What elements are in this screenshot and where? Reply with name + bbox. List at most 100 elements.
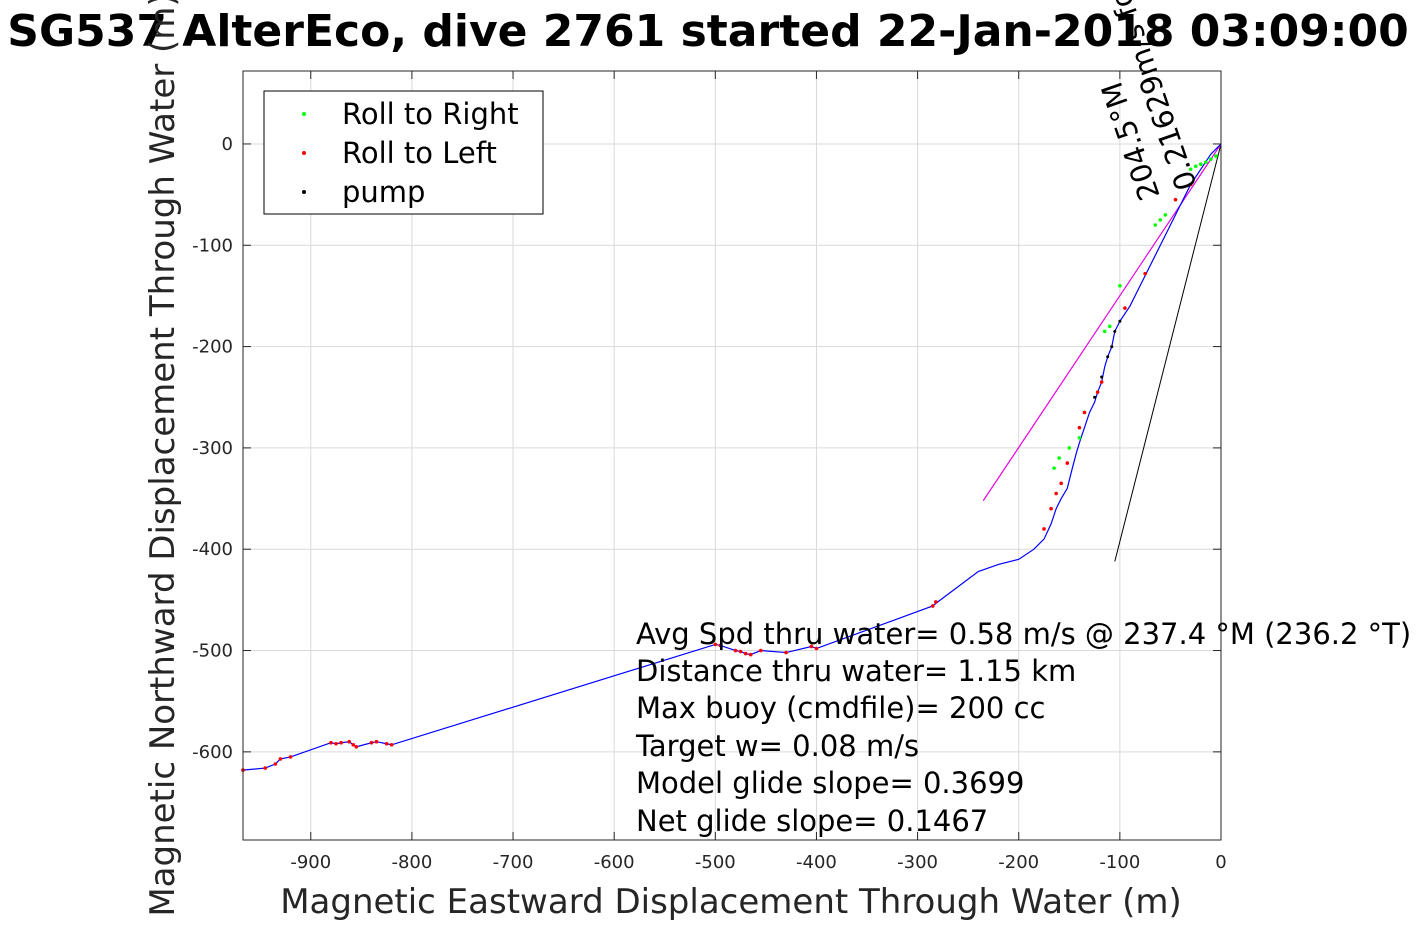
roll-left-point bbox=[334, 741, 338, 746]
y-tick-label: -100 bbox=[192, 235, 233, 256]
roll-left-point bbox=[278, 757, 283, 761]
roll-left-point bbox=[1173, 197, 1178, 202]
roll-left-point bbox=[814, 646, 819, 651]
roll-right-point bbox=[1107, 324, 1112, 329]
x-tick-label: -500 bbox=[695, 852, 736, 873]
annotation-target-w: Target w= 0.08 m/s bbox=[635, 729, 919, 763]
roll-left-point bbox=[809, 644, 814, 649]
legend-label-pump: pump bbox=[342, 175, 425, 209]
roll-left-point bbox=[713, 642, 718, 647]
y-tick-label: -300 bbox=[192, 438, 233, 459]
roll-right-point bbox=[1163, 213, 1168, 217]
roll-left-point bbox=[930, 604, 935, 608]
x-tick-label: -400 bbox=[796, 852, 837, 873]
roll-left-point bbox=[273, 762, 278, 766]
roll-right-point bbox=[1118, 283, 1122, 288]
x-tick-label: -800 bbox=[391, 852, 432, 873]
chart-title: SG537 AlterEco, dive 2761 started 22-Jan… bbox=[7, 6, 1408, 57]
roll-right-point bbox=[1158, 218, 1163, 222]
legend-label-roll-left: Roll to Left bbox=[342, 136, 497, 170]
roll-left-point bbox=[1049, 506, 1053, 511]
annotation-net-glide: Net glide slope= 0.1467 bbox=[636, 804, 988, 838]
roll-right-point bbox=[1209, 157, 1213, 161]
roll-left-point bbox=[1143, 271, 1147, 276]
plot-area bbox=[241, 143, 1222, 772]
legend-marker-pump bbox=[302, 190, 306, 194]
legend: Roll to Right Roll to Left pump bbox=[263, 90, 544, 215]
roll-left-point bbox=[743, 651, 748, 656]
roll-left-point bbox=[263, 766, 268, 770]
roll-left-point bbox=[748, 652, 753, 657]
axis-ticks: -900 -800 -700 -600 -500 -400 -300 -200 -100 0 0 -1… bbox=[192, 71, 1227, 873]
roll-left-point bbox=[718, 643, 723, 648]
x-tick-label: -300 bbox=[897, 852, 938, 873]
roll-left-point bbox=[1065, 461, 1070, 465]
x-tick-label: 0 bbox=[1215, 852, 1226, 873]
roll-left-point bbox=[369, 740, 374, 745]
roll-left-point bbox=[759, 648, 763, 653]
y-tick-label: -600 bbox=[192, 742, 233, 763]
roll-right-point bbox=[1204, 160, 1208, 164]
stats-annotations: Avg Spd thru water= 0.58 m/s @ 237.4 °M … bbox=[635, 617, 1411, 838]
roll-left-point bbox=[1188, 182, 1193, 187]
current-cone-line bbox=[1114, 143, 1222, 562]
y-tick-label: -200 bbox=[192, 337, 233, 358]
roll-right-point bbox=[1052, 466, 1056, 470]
x-tick-label: -200 bbox=[998, 852, 1039, 873]
roll-left-point bbox=[288, 755, 293, 759]
annotation-model-glide: Model glide slope= 0.3699 bbox=[636, 766, 1024, 800]
legend-marker-roll-right bbox=[302, 112, 306, 116]
pump-point bbox=[1100, 375, 1104, 379]
annotation-max-buoy: Max buoy (cmdfile)= 200 cc bbox=[636, 691, 1045, 725]
pump-point bbox=[1113, 329, 1117, 333]
roll-right-point bbox=[1198, 162, 1203, 167]
roll-left-point bbox=[1099, 380, 1104, 384]
roll-right-point bbox=[1067, 446, 1072, 450]
pump-point bbox=[1110, 345, 1114, 349]
roll-left-point bbox=[1123, 306, 1127, 310]
roll-left-point bbox=[351, 742, 356, 747]
roll-right-point bbox=[1188, 167, 1193, 172]
roll-left-point bbox=[1077, 425, 1082, 430]
roll-right-point bbox=[1102, 329, 1107, 334]
roll-right-point bbox=[1193, 164, 1198, 169]
y-axis-label: Magnetic Northward Displacement Through … bbox=[143, 0, 183, 917]
annotation-avg-speed: Avg Spd thru water= 0.58 m/s @ 237.4 °M … bbox=[636, 617, 1411, 651]
x-tick-label: -700 bbox=[493, 852, 534, 873]
roll-left-point bbox=[347, 739, 351, 744]
y-tick-label: -400 bbox=[192, 539, 233, 560]
pump-point bbox=[1118, 319, 1122, 323]
x-tick-label: -100 bbox=[1099, 852, 1140, 873]
pump-point bbox=[1093, 395, 1097, 399]
legend-box bbox=[263, 90, 544, 215]
y-tick-label: -500 bbox=[192, 641, 233, 662]
roll-left-point bbox=[1082, 410, 1087, 415]
roll-left-point bbox=[1042, 527, 1046, 531]
x-axis-label: Magnetic Eastward Displacement Through W… bbox=[280, 882, 1182, 922]
roll-left-point bbox=[733, 648, 738, 653]
roll-left-point bbox=[384, 741, 389, 746]
roll-left-point bbox=[784, 650, 788, 655]
roll-right-point bbox=[1057, 456, 1061, 460]
legend-marker-roll-left bbox=[302, 151, 306, 155]
roll-right-point bbox=[1077, 435, 1082, 440]
roll-left-point bbox=[329, 740, 333, 745]
y-tick-label: 0 bbox=[222, 134, 233, 155]
x-tick-label: -900 bbox=[290, 852, 331, 873]
annotation-distance: Distance thru water= 1.15 km bbox=[636, 654, 1076, 688]
pump-point bbox=[1106, 355, 1110, 359]
roll-left-point bbox=[389, 742, 394, 747]
roll-left-point bbox=[1054, 491, 1058, 496]
legend-label-roll-right: Roll to Right bbox=[342, 97, 519, 131]
roll-left-point bbox=[339, 740, 343, 745]
roll-right-point bbox=[1153, 223, 1158, 227]
roll-right-point bbox=[1214, 154, 1218, 158]
roll-left-point bbox=[1059, 481, 1064, 486]
roll-left-point bbox=[738, 649, 743, 654]
roll-left-point bbox=[374, 739, 379, 744]
roll-left-point bbox=[933, 600, 938, 604]
roll-left-point bbox=[1095, 390, 1100, 394]
axes-box bbox=[242, 70, 1222, 841]
x-tick-label: -600 bbox=[594, 852, 635, 873]
